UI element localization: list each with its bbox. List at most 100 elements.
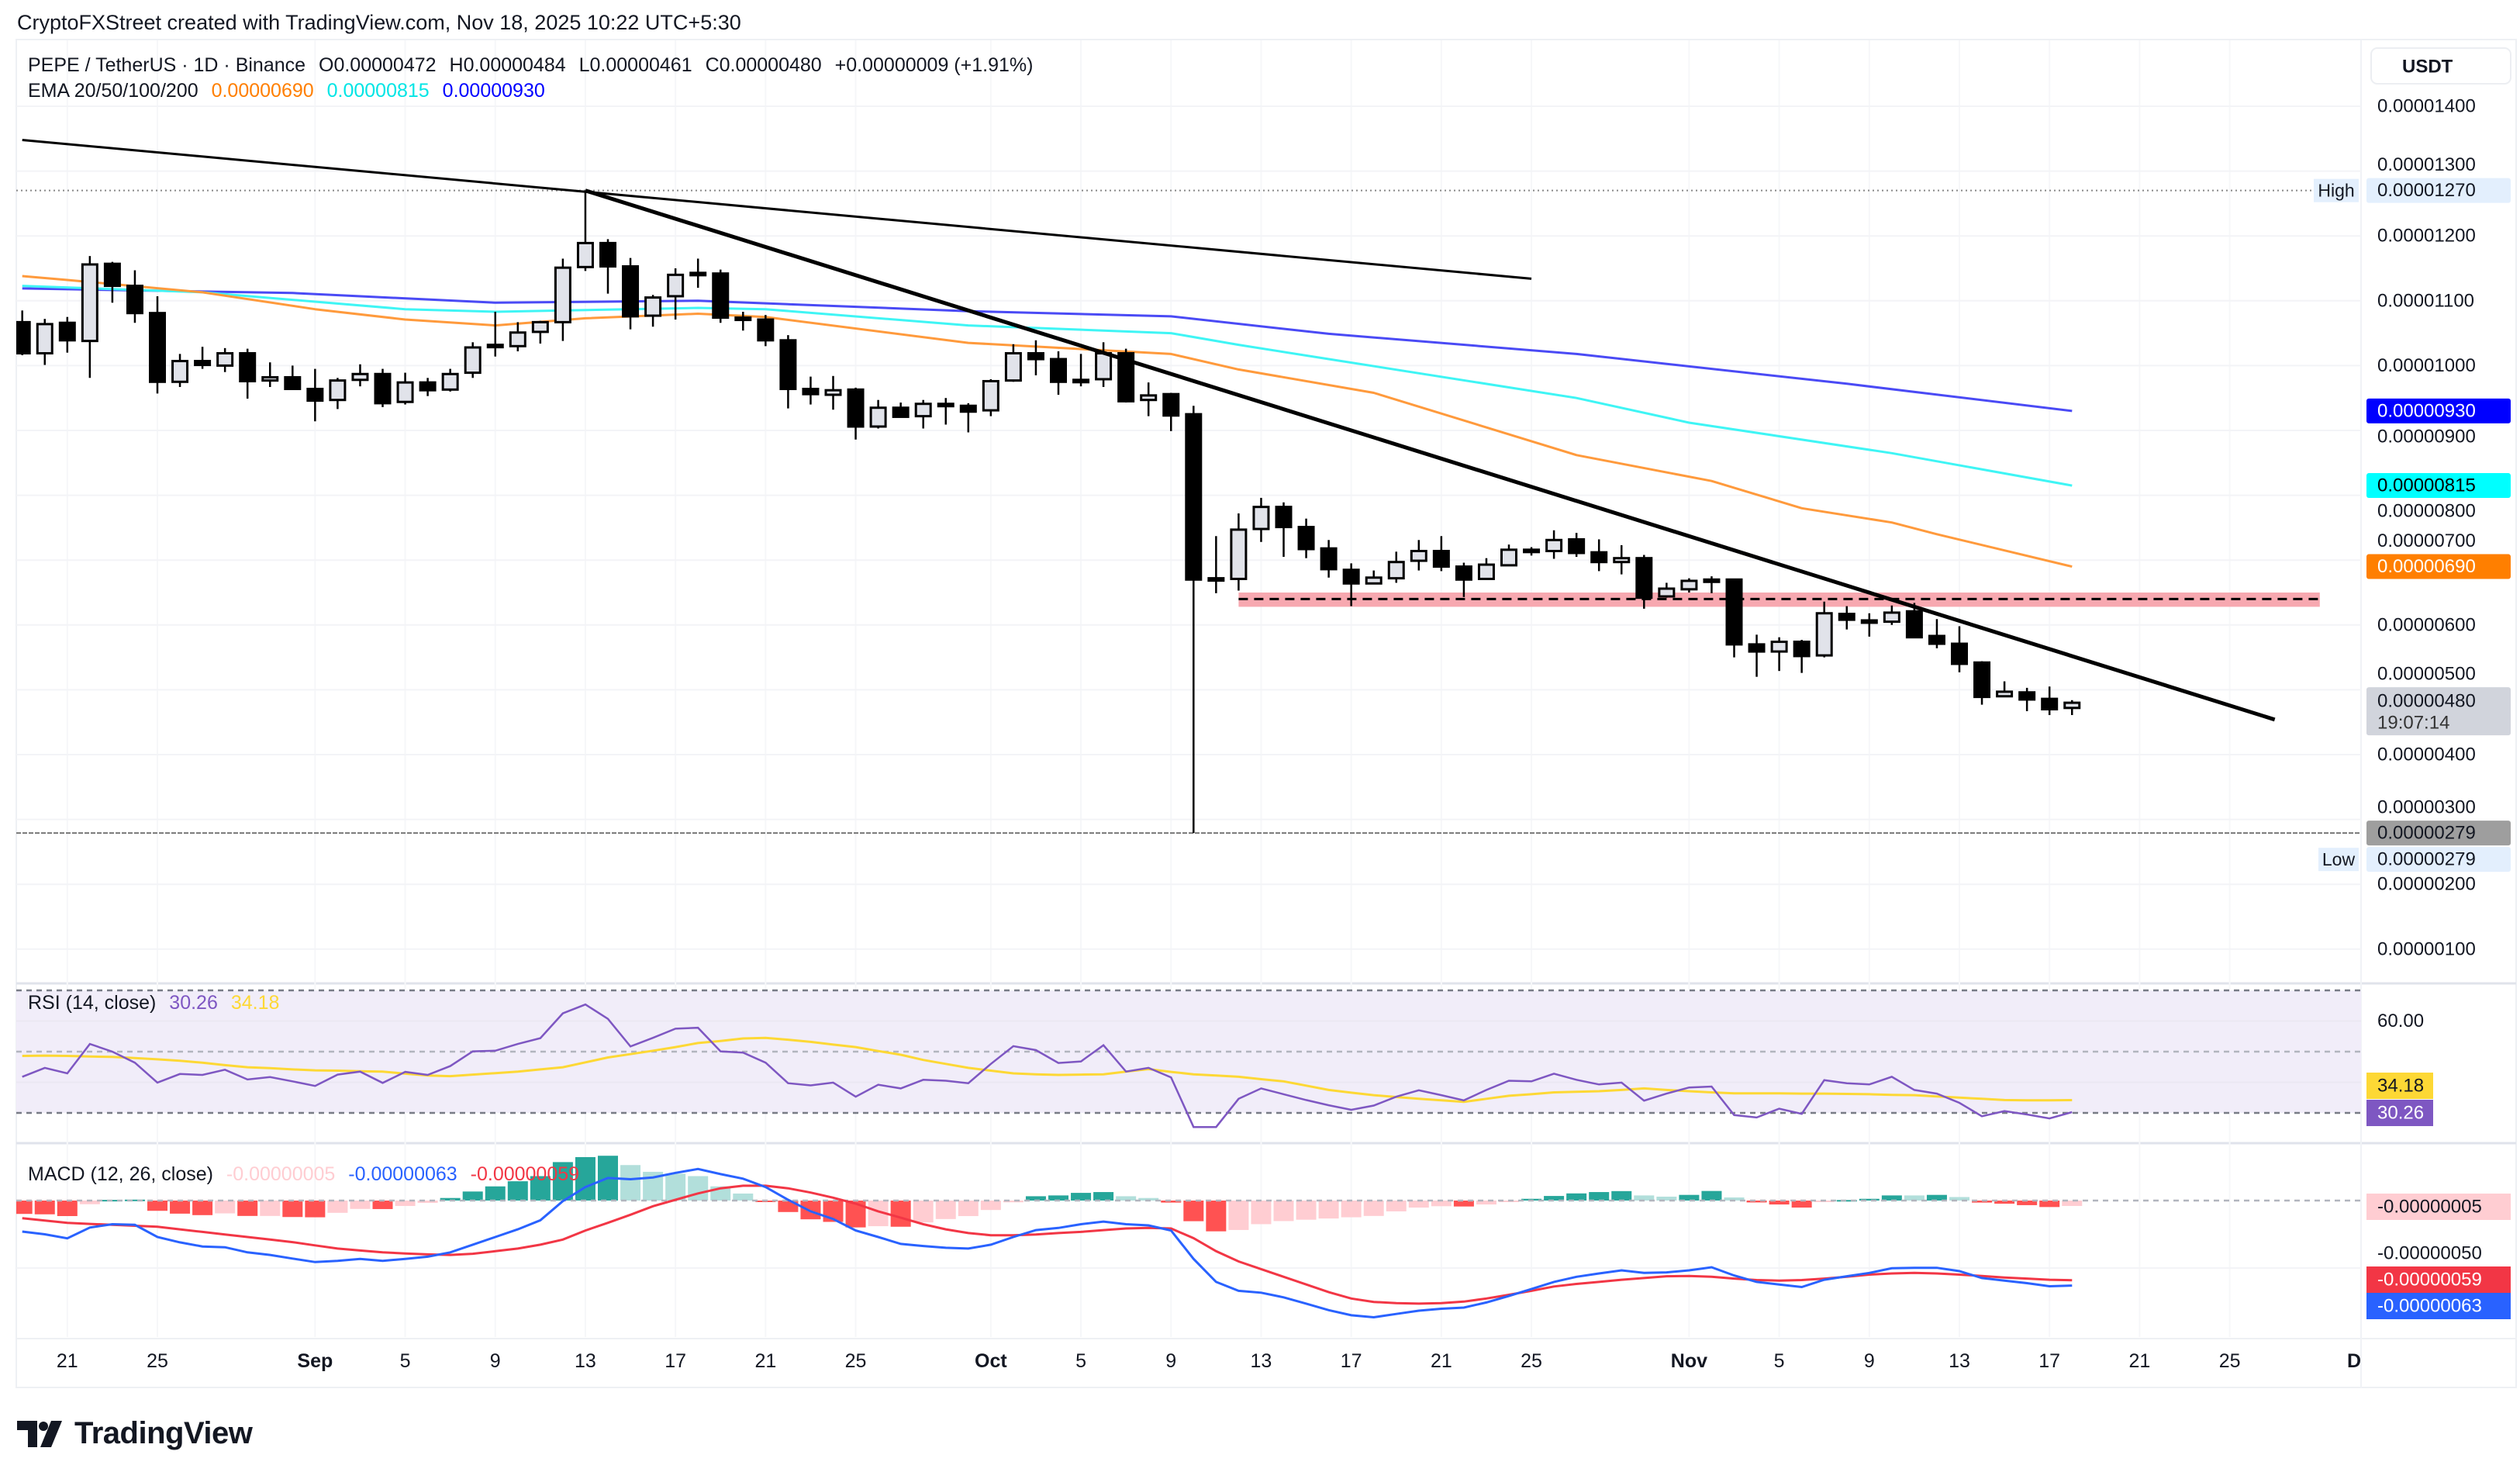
- candle: [16, 310, 31, 356]
- candle-body-bullish: [464, 346, 482, 375]
- macd-histogram-bar: [1994, 1201, 2015, 1204]
- macd-histogram-bar: [1904, 1195, 1925, 1201]
- time-axis-day-label: 25: [1521, 1350, 1542, 1372]
- rsi-pane: [16, 989, 2361, 1128]
- candle: [802, 376, 820, 405]
- macd-title[interactable]: MACD (12, 26, close): [28, 1163, 213, 1185]
- macd-histogram-bar: [913, 1201, 934, 1223]
- candle-body-bearish: [1117, 352, 1135, 403]
- time-axis[interactable]: 21 25 Sep 5 9 13 17 21 25 Oct 5 9 13 17 21 25 Nov 5 9 13 17 2…: [57, 1350, 2383, 1372]
- candle-body-bullish: [509, 331, 526, 347]
- macd-line: [22, 1167, 2073, 1319]
- candle: [329, 378, 347, 409]
- macd-histogram-bar: [16, 1201, 33, 1215]
- currency-button-bg[interactable]: [2370, 47, 2511, 85]
- candle-body-bearish: [149, 312, 166, 383]
- high-label: High: [2318, 181, 2354, 201]
- candle: [554, 258, 571, 341]
- price-tick-label: 0.00000700: [2377, 530, 2476, 551]
- ema50-price-tag: 0.00000815: [2366, 473, 2511, 499]
- candle-body-bearish: [1072, 378, 1090, 384]
- candle: [1635, 555, 1653, 609]
- time-axis-day-label: 21: [1431, 1350, 1452, 1372]
- low-value: 0.00000461: [589, 54, 692, 76]
- candle-body-bullish: [869, 406, 887, 428]
- time-axis-month-label: Nov: [1671, 1350, 1707, 1372]
- macd-histogram-bar: [170, 1201, 191, 1214]
- macd-histogram-bar: [192, 1201, 213, 1215]
- macd-histogram-bar: [350, 1201, 371, 1209]
- candle: [599, 239, 616, 294]
- macd-histogram-bar: [1048, 1195, 1068, 1201]
- close-value: 0.00000480: [719, 54, 822, 76]
- ema200-value: 0.00000930: [442, 80, 545, 102]
- time-axis-day-label: 21: [2128, 1350, 2150, 1372]
- candle-body-bearish: [847, 388, 865, 428]
- macd-histogram-bar: [575, 1156, 595, 1201]
- price-tick-label: 0.00000100: [2377, 938, 2476, 959]
- low-price-tag: 0.00000279: [2366, 847, 2511, 872]
- candle: [1185, 406, 1203, 834]
- trendline-thin[interactable]: [22, 138, 1532, 280]
- change-value: +0.00000009 (+1.91%): [834, 54, 1034, 76]
- candle: [1027, 340, 1044, 375]
- candle: [1973, 661, 1991, 705]
- main-pane: [16, 138, 2361, 834]
- macd-histogram-bar: [935, 1201, 956, 1219]
- time-axis-day-label: 9: [490, 1350, 501, 1372]
- candle-body-bullish: [1410, 549, 1427, 562]
- candle: [1815, 601, 1833, 658]
- price-axis[interactable]: 0.00001400 0.00001300 0.00001200 0.00001100…: [2377, 96, 2476, 960]
- candle-body-bullish: [1770, 641, 1788, 653]
- candle: [441, 368, 459, 392]
- candle-body-bullish: [914, 403, 932, 418]
- support-zone[interactable]: [1238, 593, 2320, 607]
- candle-body-bearish: [1951, 642, 1968, 665]
- macd-histogram-bar: [733, 1193, 754, 1201]
- ema-title[interactable]: EMA 20/50/100/200: [28, 80, 198, 102]
- high-price-tag-text: 0.00001270: [2377, 180, 2476, 201]
- macd-hist-tag-bg: [2366, 1194, 2511, 1220]
- currency-button[interactable]: USDT: [2370, 47, 2511, 85]
- candle: [103, 261, 121, 303]
- candle: [1365, 570, 1383, 585]
- candle-body-bullish: [1252, 506, 1270, 530]
- macd-histogram-bar: [1183, 1201, 1204, 1221]
- candle: [374, 368, 392, 407]
- last-price-text: 0.00000480: [2377, 691, 2476, 712]
- ema200-price-tag: 0.00000930: [2366, 398, 2511, 423]
- low-marker-tag-text: 0.00000279: [2377, 823, 2476, 844]
- tradingview-logo[interactable]: TradingView: [17, 1416, 253, 1451]
- candle-body-bearish: [1185, 413, 1203, 581]
- macd-histogram-bar: [890, 1201, 911, 1227]
- macd-histogram-bar: [1611, 1190, 1632, 1201]
- macd-histogram-bar: [260, 1201, 281, 1216]
- candle: [824, 375, 842, 410]
- candle-body-bearish: [1905, 610, 1923, 639]
- rsi-title[interactable]: RSI (14, close): [28, 992, 157, 1014]
- trendline-thick[interactable]: [585, 188, 2276, 722]
- candle: [1545, 530, 1563, 559]
- macd-histogram-bar: [1634, 1195, 1655, 1201]
- macd-histogram-bar: [1251, 1201, 1272, 1225]
- macd-histogram-bar: [665, 1173, 686, 1201]
- candle-body-bullish: [576, 241, 594, 268]
- time-axis-month-label: Oct: [975, 1350, 1007, 1372]
- candle: [171, 354, 189, 387]
- macd-histogram-bar: [2017, 1201, 2038, 1205]
- ema200-price-tag-text: 0.00000930: [2377, 400, 2476, 421]
- candle-body-bullish: [329, 379, 347, 402]
- macd-histogram-bar: [1386, 1201, 1407, 1211]
- candle: [1432, 536, 1450, 572]
- candle: [126, 270, 143, 323]
- candle-body-bearish: [1860, 619, 1878, 624]
- symbol-title[interactable]: PEPE / TetherUS · 1D · Binance: [28, 54, 306, 76]
- time-axis-day-label: 13: [575, 1350, 596, 1372]
- candle: [1230, 513, 1248, 591]
- rsi-value-tag-bg: [2366, 1100, 2433, 1126]
- candle-body-bearish: [1297, 526, 1315, 551]
- candle-body-bearish: [1590, 551, 1608, 564]
- candle: [1117, 348, 1135, 403]
- rsi-ma-value: 34.18: [230, 992, 280, 1014]
